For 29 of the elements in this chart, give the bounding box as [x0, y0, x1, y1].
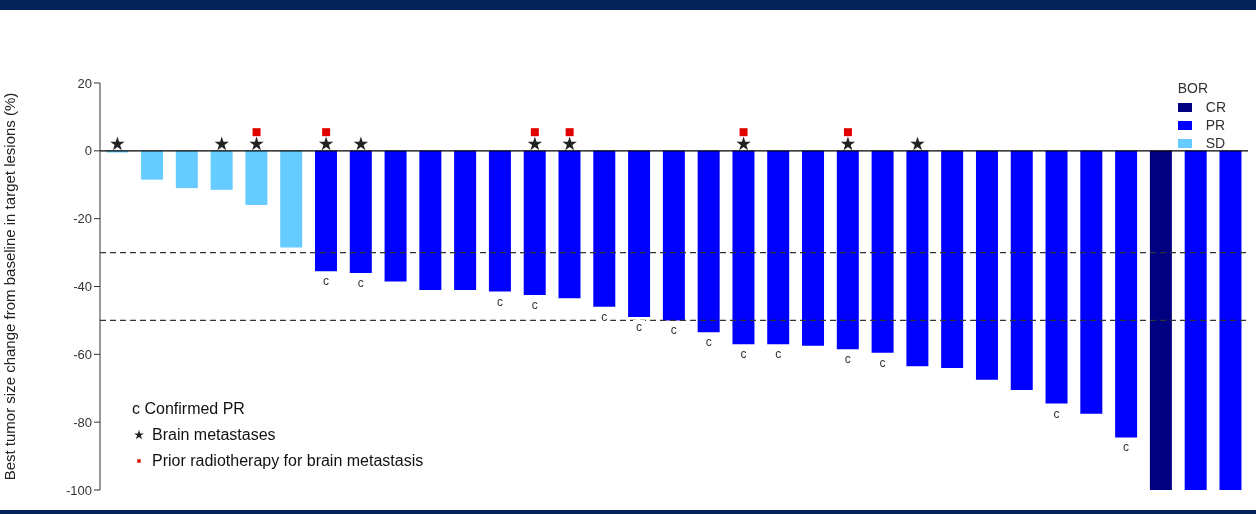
legend-title: BOR [1177, 80, 1210, 96]
data-label: c [496, 294, 503, 309]
annotation: c Confirmed PR [132, 399, 246, 419]
y-tick-label: -20 [73, 211, 92, 227]
y-tick-label: -60 [73, 346, 92, 362]
y-tick-label: -100 [65, 482, 92, 498]
data-label: c [844, 352, 851, 367]
y-tick-label: -40 [73, 279, 92, 295]
legend-label: CR [1204, 98, 1226, 116]
legend-label: SD [1204, 134, 1226, 152]
legend-label: Brain metastases [151, 425, 277, 445]
y-axis-title: Best tumor size change from baseline in target lesions (%) [1, 92, 19, 481]
data-label: c [1053, 406, 1060, 421]
data-label: c [775, 347, 782, 362]
data-label: c [357, 275, 364, 290]
data-label: c [1123, 440, 1130, 455]
legend-label: Prior radiotherapy for brain metastasis [151, 451, 424, 471]
legend-label: PR [1204, 116, 1226, 134]
data-label: c [740, 347, 747, 362]
data-label: c [879, 355, 886, 370]
data-label: c [636, 320, 643, 335]
data-label: c [322, 274, 329, 289]
data-label: c [601, 309, 608, 324]
data-label: c [670, 323, 677, 338]
data-label: c [531, 297, 538, 312]
y-tick-label: -80 [73, 414, 92, 430]
data-label: c [705, 335, 712, 350]
y-tick-label: 0 [84, 143, 92, 159]
y-tick-label: 20 [77, 75, 92, 91]
